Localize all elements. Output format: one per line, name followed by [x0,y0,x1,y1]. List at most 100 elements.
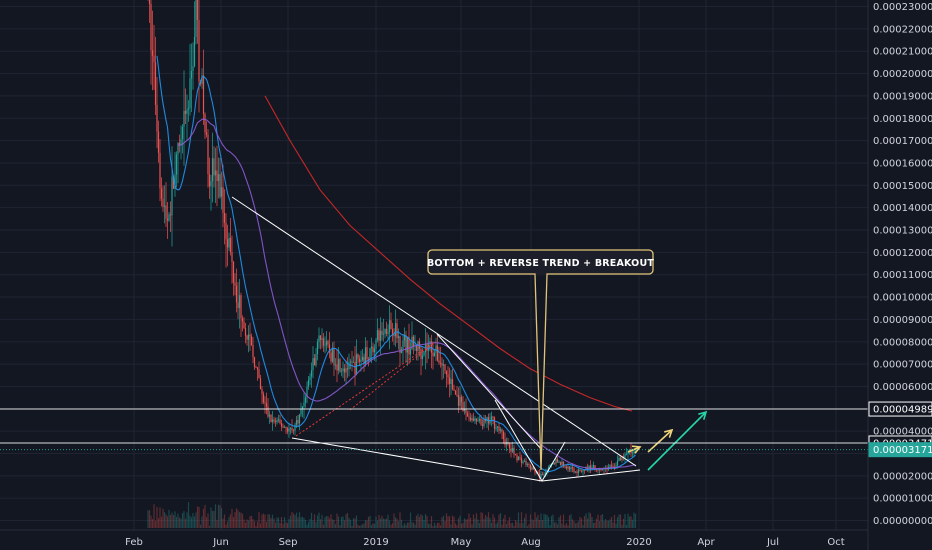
candle-body [193,37,196,67]
candle-body [535,472,538,474]
candle-body [229,237,232,253]
volume-bar [255,525,257,528]
moving-averages [156,55,636,472]
support-line [291,437,543,482]
candle-body [504,439,506,445]
callout-text: BOTTOM + REVERSE TREND + BREAKOUT [427,258,654,269]
candle-body [495,427,497,429]
volume-bar [162,508,164,528]
candle-body [532,467,535,469]
candle-body [168,214,170,221]
green-arrow-shaft [647,411,707,471]
volume-bar [160,516,163,528]
candle-body [417,341,419,352]
volume-bar [184,518,187,528]
candle-body [309,376,311,380]
upper-wedge-line [436,333,543,451]
volume-bar [327,516,329,528]
candle-body [516,455,518,461]
volume-bar [625,524,628,528]
volume-bar [502,518,505,528]
candle-body [289,428,292,429]
volume-bar [147,510,149,528]
green-arrow-head [698,410,708,420]
candle-body [448,377,451,385]
volume-bar [390,524,392,528]
volume-bar [276,517,278,528]
candle-body [420,348,422,360]
candle-body [576,471,578,474]
candle-body [253,357,256,367]
candle-body [204,114,206,133]
candle-body [453,388,455,391]
volume-bar [196,506,199,528]
y-axis[interactable]: 0.000000000.000010000.000020000.00003000… [867,0,932,550]
candle-body [304,397,307,403]
candle-body [217,174,220,181]
x-axis[interactable]: Feb Jun Sep 2019 May Aug 2020 Apr Jul Oct [0,529,868,548]
volume-bar [426,515,428,528]
volume-bar [168,509,170,528]
y-tick-label: 0.00002000 [873,471,932,482]
volume-bar [634,513,637,528]
candle-body [178,142,181,146]
volume-bar [481,512,484,528]
volume-bar [540,513,542,528]
candle-body [363,356,365,364]
candle-body [588,465,590,470]
volume-bar [534,512,536,528]
volume-bar [412,522,415,528]
volume-bar [363,523,365,528]
candle-body [531,467,533,470]
volume-bar [420,514,422,528]
candle-body [391,328,394,335]
candle-body [255,366,257,368]
volume-bar [180,518,182,528]
volume-bar [265,522,268,528]
candle-body [570,467,572,470]
volume-bar [583,516,586,528]
candle-body [529,464,532,470]
candle-body [375,339,377,349]
candle-body [559,461,562,465]
candle-body [433,352,436,357]
candle-body [421,355,424,360]
candle-body [502,431,505,440]
volume-bar [486,516,488,528]
volume-bar [342,516,344,528]
candle-body [321,338,323,340]
volume-bar [315,522,317,528]
x-tick-label: May [451,537,472,548]
y-tick-label: 0.00013000 [873,226,932,237]
candle-body [514,454,517,456]
volume-bar [546,514,548,528]
candle-body [205,132,208,135]
volume-bar [250,515,253,528]
candle-body [198,19,200,82]
volume-bar [294,515,296,528]
candle-body [307,379,310,387]
candle-body [408,337,410,355]
volume-bar [499,513,502,528]
volume-bar [310,512,313,528]
candle-body [159,152,161,189]
volume-bar [484,514,487,528]
candle-body [405,335,407,353]
volume-bar [270,517,272,528]
candle-body [267,406,269,417]
candle-body [555,459,557,464]
candle-body [451,379,454,389]
candle-body [564,466,566,468]
candle-body [411,336,413,350]
volume-bar [607,520,610,528]
volume-bar [376,520,379,528]
volume-bar [396,518,398,528]
annotation-callout[interactable]: BOTTOM + REVERSE TREND + BREAKOUT [427,249,654,471]
candle-body [568,466,571,470]
volume-bar [159,507,161,528]
x-tick-label: Apr [697,537,715,548]
candle-body [300,408,302,415]
candle-body [270,414,272,423]
candle-body [184,110,187,114]
